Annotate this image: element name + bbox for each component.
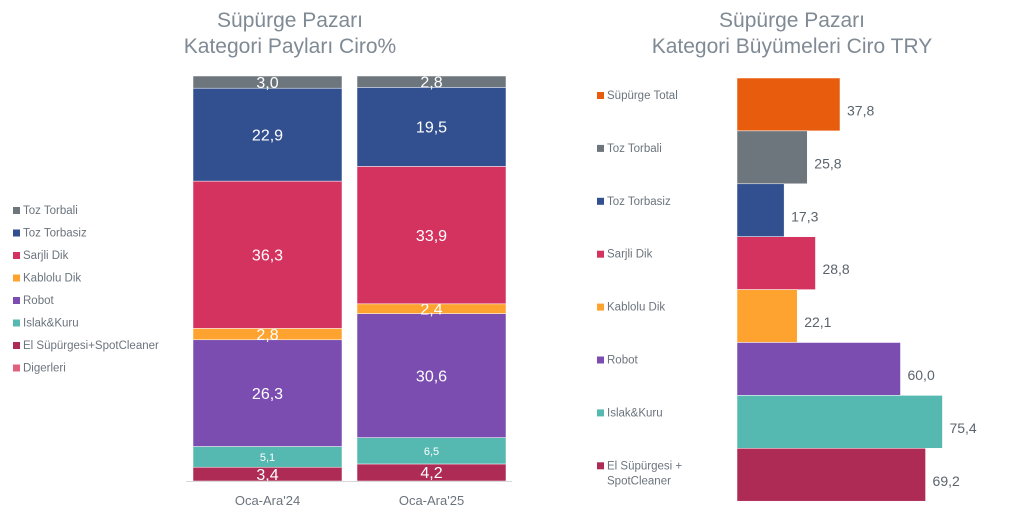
legend-label-islak-kuru: Islak&Kuru xyxy=(23,318,79,330)
legend-swatch-right-toz-torbali xyxy=(597,144,604,152)
segment-label-kablolu-dik-1: 2,8 xyxy=(256,327,278,344)
legend-swatch-right-s-p-rge-total xyxy=(597,92,604,99)
hbar-el-s-p-rgesi-spotcleaner xyxy=(736,448,926,502)
bar-segment-sarjli-dik-2 xyxy=(356,166,507,305)
legend-label-right-s-p-rge-total: Süpürge Total xyxy=(607,90,678,102)
bar-segment-toz-torbali-2 xyxy=(356,75,507,88)
segment-label-toz-torbali-1: 3,0 xyxy=(256,75,278,92)
legend-label-right-el-s-p-rgesi-spotcleaner-line2: SpotCleaner xyxy=(607,475,671,487)
right-chart-title-line1: Süpürge Pazarı xyxy=(719,9,865,32)
legend-swatch-islak-kuru xyxy=(13,319,20,327)
legend-swatch-right-islak-kuru xyxy=(597,409,604,417)
hbar-value-islak-kuru: 75,4 xyxy=(949,420,976,436)
legend-swatch-digerleri xyxy=(13,364,20,372)
segment-label-toz-torbali-2: 2,8 xyxy=(420,74,442,91)
hbar-sarjli-dik xyxy=(736,236,816,290)
hbar-value-robot: 60,0 xyxy=(907,367,934,383)
legend-swatch-right-sarjli-dik xyxy=(597,250,604,258)
segment-label-el-s-p-rgesi-spotcleaner-2: 4,2 xyxy=(420,465,442,482)
left-x-ticks: Oca-Ara'24 Oca-Ara'25 xyxy=(235,493,464,508)
legend-label-sarjli-dik: Sarjli Dik xyxy=(23,250,69,262)
bar-segment-islak-kuru-2 xyxy=(356,437,507,465)
hbar-toz-torbali xyxy=(736,130,808,185)
left-legend: Toz Torbali Toz Torbasiz Sarjli Dik Kablolu… xyxy=(13,205,159,375)
hbar-value-el-s-p-rgesi-spotcleaner: 69,2 xyxy=(933,473,960,489)
segment-label-sarjli-dik-1: 36,3 xyxy=(252,248,283,265)
left-chart-title-line1: Süpürge Pazarı xyxy=(217,9,363,32)
hbar-toz-torbasiz xyxy=(736,183,785,237)
legend-label-robot: Robot xyxy=(23,295,54,307)
hbar-value-toz-torbasiz: 17,3 xyxy=(791,208,818,224)
segment-label-kablolu-dik-2: 2,4 xyxy=(420,301,442,318)
legend-label-right-robot: Robot xyxy=(607,355,638,367)
hbar-value-toz-torbali: 25,8 xyxy=(814,155,841,171)
segment-label-islak-kuru-1: 5,1 xyxy=(260,452,275,464)
legend-label-right-toz-torbali: Toz Torbali xyxy=(607,143,662,155)
legend-swatch-toz-torbasiz xyxy=(13,229,20,237)
right-legend: Süpürge Total Toz Torbali Toz Torbasiz Sarj… xyxy=(597,90,682,487)
x-tick-label-1: Oca-Ara'24 xyxy=(235,493,300,508)
segment-label-toz-torbasiz-2: 19,5 xyxy=(416,120,447,137)
x-tick-label-2: Oca-Ara'25 xyxy=(399,493,464,508)
legend-label-right-el-s-p-rgesi-spotcleaner-line1: El Süpürgesi + xyxy=(607,460,682,472)
hbar-value-kablolu-dik: 22,1 xyxy=(804,314,831,330)
hbar-islak-kuru xyxy=(736,395,943,449)
bar-segment-sarjli-dik-1 xyxy=(192,180,343,329)
hbar-value-s-p-rge-total: 37,8 xyxy=(847,102,874,118)
segment-label-islak-kuru-2: 6,5 xyxy=(424,446,439,458)
legend-label-right-kablolu-dik: Kablolu Dik xyxy=(607,302,665,314)
legend-swatch-right-kablolu-dik xyxy=(597,303,604,311)
left-chart-title-line2: Kategori Payları Ciro% xyxy=(184,35,396,58)
segment-label-robot-2: 30,6 xyxy=(416,368,447,385)
legend-swatch-toz-torbali xyxy=(13,207,20,214)
right-horizontal-bars: 37,8 25,8 17,3 28,8 22,1 60,0 75,4 69,2 xyxy=(736,77,977,502)
legend-swatch-sarjli-dik xyxy=(13,252,20,259)
legend-swatch-el-s-p-rgesi-spotcleaner xyxy=(13,342,20,349)
legend-swatch-right-robot xyxy=(597,356,604,364)
legend-label-right-toz-torbasiz: Toz Torbasiz xyxy=(607,196,671,208)
segment-label-robot-1: 26,3 xyxy=(252,386,283,403)
left-stacked-bars: 3,4 5,1 26,3 2,8 36,3 22,9 3,0 4,2 6,5 30,6 2,4 33,… xyxy=(192,74,507,484)
legend-swatch-kablolu-dik xyxy=(13,274,20,282)
segment-label-el-s-p-rgesi-spotcleaner-1: 3,4 xyxy=(256,467,278,484)
legend-label-toz-torbasiz: Toz Torbasiz xyxy=(23,228,87,240)
hbar-s-p-rge-total xyxy=(736,77,841,132)
bar-segment-robot-2 xyxy=(356,313,507,438)
segment-label-sarjli-dik-2: 33,9 xyxy=(416,228,447,245)
hbar-value-sarjli-dik: 28,8 xyxy=(822,261,849,277)
legend-swatch-right-toz-torbasiz xyxy=(597,197,604,205)
hbar-kablolu-dik xyxy=(736,289,798,343)
legend-label-digerleri: Digerleri xyxy=(23,363,66,375)
hbar-robot xyxy=(736,342,901,396)
legend-label-right-islak-kuru: Islak&Kuru xyxy=(607,407,663,419)
bar-segment-toz-torbasiz-2 xyxy=(356,87,507,167)
legend-swatch-right-el-s-p-rgesi-spotcleaner xyxy=(597,462,604,470)
bar-segment-toz-torbali-1 xyxy=(192,75,343,89)
legend-label-kablolu-dik: Kablolu Dik xyxy=(23,273,81,285)
legend-swatch-robot xyxy=(13,297,20,304)
legend-label-right-sarjli-dik: Sarjli Dik xyxy=(607,249,653,261)
bar-segment-robot-1 xyxy=(192,339,343,447)
legend-label-el-s-p-rgesi-spotcleaner: El Süpürgesi+SpotCleaner xyxy=(23,340,159,352)
legend-label-toz-torbali: Toz Torbali xyxy=(23,205,78,217)
segment-label-toz-torbasiz-1: 22,9 xyxy=(252,127,283,144)
right-chart-title-line2: Kategori Büyümeleri Ciro TRY xyxy=(652,35,933,58)
